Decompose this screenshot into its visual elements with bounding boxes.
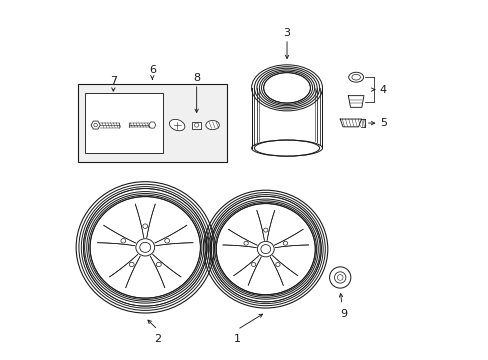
Ellipse shape bbox=[136, 239, 154, 256]
Text: 4: 4 bbox=[379, 85, 386, 95]
Bar bbox=[85, 93, 163, 153]
Ellipse shape bbox=[142, 224, 147, 228]
Ellipse shape bbox=[251, 262, 255, 266]
Polygon shape bbox=[255, 88, 318, 148]
Ellipse shape bbox=[83, 189, 207, 306]
Text: 3: 3 bbox=[283, 28, 290, 38]
Ellipse shape bbox=[129, 262, 134, 267]
Polygon shape bbox=[98, 226, 135, 245]
Text: 7: 7 bbox=[110, 76, 117, 86]
Ellipse shape bbox=[275, 262, 280, 266]
Text: 6: 6 bbox=[148, 66, 156, 76]
Ellipse shape bbox=[283, 241, 287, 245]
Ellipse shape bbox=[164, 239, 169, 243]
Text: 5: 5 bbox=[379, 118, 386, 128]
Polygon shape bbox=[223, 230, 256, 247]
Ellipse shape bbox=[216, 203, 315, 295]
Polygon shape bbox=[137, 204, 153, 238]
Ellipse shape bbox=[263, 73, 310, 103]
Bar bbox=[192, 122, 201, 129]
Polygon shape bbox=[274, 230, 308, 247]
Polygon shape bbox=[110, 255, 140, 287]
Ellipse shape bbox=[255, 141, 318, 155]
Ellipse shape bbox=[263, 228, 267, 232]
Bar bbox=[78, 84, 226, 162]
Text: 1: 1 bbox=[233, 334, 241, 344]
Ellipse shape bbox=[156, 262, 161, 267]
Polygon shape bbox=[258, 210, 273, 240]
Ellipse shape bbox=[169, 120, 184, 131]
Ellipse shape bbox=[348, 72, 363, 82]
Text: 9: 9 bbox=[340, 309, 346, 319]
Circle shape bbox=[329, 267, 350, 288]
Ellipse shape bbox=[90, 197, 200, 298]
Polygon shape bbox=[155, 226, 192, 245]
Ellipse shape bbox=[257, 241, 274, 257]
Ellipse shape bbox=[205, 121, 219, 130]
Ellipse shape bbox=[244, 241, 248, 245]
Text: 8: 8 bbox=[193, 73, 200, 83]
Polygon shape bbox=[150, 255, 180, 287]
Ellipse shape bbox=[121, 239, 125, 243]
Text: 2: 2 bbox=[154, 334, 161, 344]
Polygon shape bbox=[270, 256, 296, 285]
Polygon shape bbox=[234, 256, 261, 285]
Ellipse shape bbox=[210, 196, 321, 302]
